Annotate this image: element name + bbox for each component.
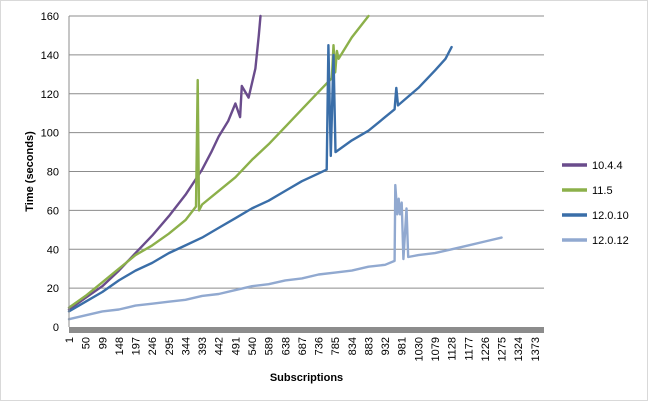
x-tick-label: 687	[297, 337, 309, 355]
y-tick-label: 100	[41, 128, 59, 140]
x-tick-label: 99	[97, 337, 109, 349]
x-tick-label: 540	[247, 337, 259, 355]
x-tick-label: 883	[363, 337, 375, 355]
x-tick-label: 344	[180, 337, 192, 355]
legend-label: 12.0.12	[592, 235, 629, 247]
x-tick-label: 50	[81, 337, 93, 349]
x-tick-label: 1079	[430, 337, 442, 361]
x-tick-label: 1030	[413, 337, 425, 361]
x-tick-label: 393	[197, 337, 209, 355]
x-axis-band	[69, 327, 544, 333]
x-tick-label: 491	[230, 337, 242, 355]
x-tick-label: 197	[131, 337, 143, 355]
x-tick-label: 1	[64, 337, 76, 343]
x-tick-label: 148	[114, 337, 126, 355]
x-tick-label: 246	[147, 337, 159, 355]
y-tick-label: 0	[53, 322, 59, 334]
y-tick-label: 120	[41, 89, 59, 101]
x-tick-label: 1373	[530, 337, 542, 361]
series-line-10-4-4	[67, 14, 262, 311]
series-line-12-0-10	[67, 44, 453, 313]
x-tick-label: 1177	[463, 337, 475, 361]
y-tick-label: 20	[47, 283, 59, 295]
legend-label: 12.0.10	[592, 210, 629, 222]
x-tick-label: 638	[280, 337, 292, 355]
x-tick-label: 932	[380, 337, 392, 355]
x-tick-label: 1128	[447, 337, 459, 361]
x-tick-label: 785	[330, 337, 342, 355]
y-tick-label: 80	[47, 167, 59, 179]
x-tick-label: 442	[214, 337, 226, 355]
series-line-12-0-12	[67, 183, 503, 321]
x-tick-label: 295	[164, 337, 176, 355]
legend-label: 11.5	[592, 185, 613, 197]
y-axis-title: Time (seconds)	[24, 131, 36, 212]
x-axis-title: Subscriptions	[270, 372, 343, 384]
x-tick-label: 736	[314, 337, 326, 355]
x-tick-label: 981	[397, 337, 409, 355]
x-tick-label: 1226	[480, 337, 492, 361]
legend-label: 10.4.4	[592, 160, 623, 172]
y-tick-label: 160	[41, 11, 59, 23]
y-tick-label: 40	[47, 244, 59, 256]
series-line-11-5	[67, 14, 370, 309]
y-tick-label: 140	[41, 50, 59, 62]
x-tick-label: 589	[264, 337, 276, 355]
y-tick-label: 60	[47, 205, 59, 217]
x-tick-label: 1275	[497, 337, 509, 361]
x-tick-label: 834	[347, 337, 359, 355]
x-tick-label: 1324	[513, 337, 525, 361]
